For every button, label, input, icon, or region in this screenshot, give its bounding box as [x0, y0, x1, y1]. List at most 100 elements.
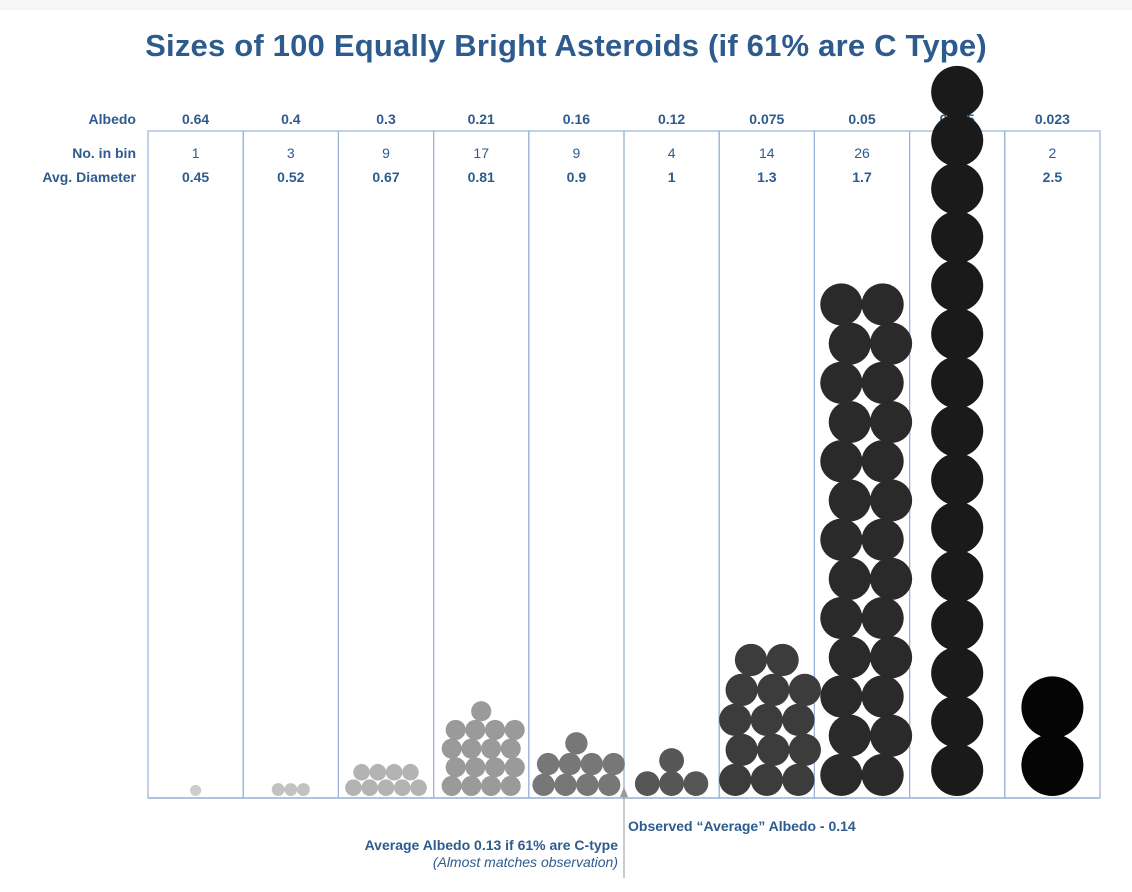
- asteroid-dot: [480, 738, 502, 759]
- count-label: 3: [287, 145, 295, 161]
- avg-diameter-label: 0.81: [468, 169, 495, 185]
- asteroid-dot: [536, 752, 560, 776]
- asteroid-dot: [861, 753, 904, 796]
- count-row-label: No. in bin: [72, 145, 136, 161]
- asteroid-dot: [820, 440, 863, 483]
- model-average-label: Average Albedo 0.13 if 61% are C-type: [365, 837, 619, 853]
- asteroid-dot: [565, 732, 588, 755]
- asteroid-dot: [861, 440, 904, 483]
- asteroid-dot: [580, 752, 603, 776]
- bin-column: [433, 130, 530, 799]
- asteroid-dot: [353, 763, 370, 781]
- asteroid-dot: [369, 763, 387, 781]
- asteroid-dot: [870, 322, 913, 365]
- albedo-tick-label: 0.12: [658, 111, 685, 127]
- asteroid-dot: [870, 557, 913, 600]
- bin-column: [623, 130, 720, 799]
- count-label: 1: [192, 145, 200, 161]
- average-marker-arrow: [620, 787, 628, 797]
- asteroid-dot: [828, 636, 871, 679]
- count-label: 2: [1049, 145, 1057, 161]
- count-label: 26: [854, 145, 870, 161]
- albedo-row-label: Albedo: [89, 111, 136, 127]
- asteroid-dot: [554, 773, 577, 797]
- diameter-row-label: Avg. Diameter: [42, 169, 136, 185]
- albedo-tick-label: 0.4: [281, 111, 301, 127]
- asteroid-dot: [719, 703, 752, 737]
- asteroid-dot: [402, 763, 419, 781]
- bin-column: [242, 130, 339, 799]
- asteroid-dot: [719, 763, 752, 796]
- asteroid-dot: [931, 404, 984, 457]
- asteroid-dot: [480, 775, 502, 796]
- asteroid-dot: [441, 738, 462, 759]
- avg-diameter-label: 1: [668, 169, 676, 185]
- bin-column: [337, 130, 435, 799]
- count-label: 9: [382, 145, 390, 161]
- asteroid-dot: [820, 597, 863, 640]
- asteroid-dot: [828, 557, 871, 600]
- asteroid-dot: [820, 675, 863, 718]
- asteroid-dot: [931, 259, 984, 312]
- chart-title: Sizes of 100 Equally Bright Asteroids (i…: [145, 28, 987, 63]
- avg-diameter-label: 1.3: [757, 169, 777, 185]
- asteroid-dot: [296, 783, 310, 796]
- albedo-tick-label: 0.64: [182, 111, 209, 127]
- asteroid-dot: [750, 763, 783, 796]
- asteroid-dot: [931, 501, 984, 554]
- asteroid-dot: [284, 783, 298, 796]
- observed-average-label: Observed “Average” Albedo - 0.14: [628, 818, 856, 834]
- albedo-tick-label: 0.16: [563, 111, 590, 127]
- asteroid-dot: [532, 773, 555, 797]
- asteroid-dot: [471, 701, 492, 722]
- asteroid-dot: [820, 753, 863, 796]
- asteroid-dot: [725, 733, 758, 767]
- count-label: 9: [573, 145, 581, 161]
- asteroid-dot: [659, 748, 684, 773]
- asteroid-dot: [465, 719, 486, 740]
- asteroid-dot: [385, 763, 403, 781]
- annotations: Average Albedo 0.13 if 61% are C-type (A…: [365, 787, 856, 878]
- asteroid-dot: [461, 738, 482, 759]
- asteroid-dot: [576, 773, 599, 797]
- asteroid-dot: [861, 283, 904, 326]
- asteroid-dot: [870, 636, 913, 679]
- asteroid-dot: [485, 757, 506, 778]
- top-strip: [0, 0, 1132, 10]
- asteroid-dot: [504, 719, 525, 740]
- asteroid-dot: [782, 703, 815, 737]
- avg-diameter-label: 0.9: [567, 169, 587, 185]
- row-labels: Albedo No. in bin Avg. Diameter: [42, 111, 136, 185]
- asteroid-dot: [500, 738, 521, 759]
- avg-diameter-label: 0.67: [372, 169, 399, 185]
- asteroid-dot: [659, 771, 684, 796]
- asteroid-dot: [870, 714, 913, 757]
- asteroid-dot: [931, 453, 984, 506]
- asteroid-dot: [683, 771, 709, 796]
- asteroid-dot: [931, 114, 984, 167]
- count-label: 14: [759, 145, 775, 161]
- asteroid-dot: [1021, 734, 1084, 796]
- asteroid-dot: [931, 65, 984, 118]
- asteroid-dot: [931, 695, 984, 748]
- asteroid-dot: [757, 673, 790, 707]
- asteroid-dot: [445, 757, 466, 778]
- avg-diameter-label: 0.52: [277, 169, 304, 185]
- asteroid-dot: [750, 703, 783, 737]
- asteroid-dot: [734, 643, 768, 677]
- asteroid-dot: [461, 775, 482, 796]
- asteroid-dot: [820, 361, 863, 404]
- bin-column: [147, 130, 244, 799]
- asteroid-dot: [931, 162, 984, 215]
- asteroid-dot: [861, 675, 904, 718]
- asteroid-dot: [766, 643, 799, 677]
- asteroid-dot: [828, 400, 871, 444]
- asteroid-dot: [931, 598, 984, 651]
- asteroid-dot: [361, 779, 379, 797]
- asteroid-dot: [820, 283, 863, 326]
- asteroid-dot: [465, 757, 486, 778]
- asteroid-dot: [828, 322, 871, 365]
- asteroid-dot: [634, 771, 660, 796]
- albedo-tick-label: 0.21: [468, 111, 495, 127]
- asteroid-dot: [725, 673, 758, 707]
